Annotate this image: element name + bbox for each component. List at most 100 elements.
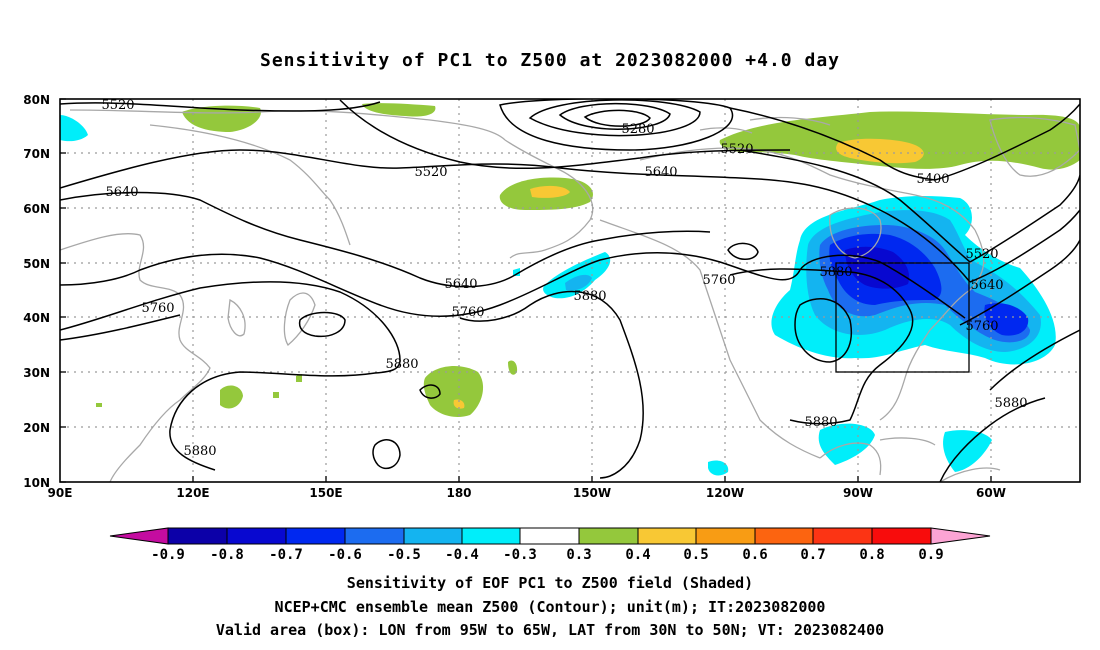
colorbar-label: -0.4	[445, 547, 479, 563]
shade-neg04-carib	[943, 430, 992, 472]
contour-5520-canada	[739, 149, 971, 263]
contour-label: 5880	[385, 357, 418, 372]
contour-label: 5760	[141, 301, 174, 316]
colorbar-swatch	[285, 527, 346, 545]
shading-layer	[60, 103, 1080, 476]
lat-label: 70N	[23, 147, 50, 161]
shade-pos04-arctic	[836, 138, 924, 164]
shade-pos03-s4	[96, 403, 102, 407]
lon-axis: 90E 120E 150E 180 150W 120W 90W 60W	[48, 486, 1006, 500]
lon-label: 90W	[843, 486, 873, 500]
colorbar-labels: -0.9 -0.8 -0.7 -0.6 -0.5 -0.4 -0.3 0.3 0…	[151, 547, 944, 563]
contour-label: 5880	[573, 289, 606, 304]
coast-hudson	[829, 207, 882, 259]
colorbar-swatch	[226, 527, 287, 545]
shade-neg04-nw	[60, 115, 88, 142]
contour-5400-ring	[499, 99, 733, 151]
contour-label: 5280	[621, 122, 654, 137]
colorbar-label: 0.4	[625, 547, 650, 563]
caption-line-2: NCEP+CMC ensemble mean Z500 (Contour); u…	[274, 598, 826, 616]
coast-siberia-north	[69, 109, 506, 141]
contour-5520-east	[969, 174, 1080, 263]
shade-pos03-s1	[296, 374, 302, 382]
shade-neg04-small1	[708, 460, 729, 476]
lon-label: 60W	[976, 486, 1006, 500]
lon-label: 90E	[48, 486, 73, 500]
contour-layer	[60, 99, 1080, 482]
lat-axis: 80N 70N 60N 50N 40N 30N 20N 10N	[23, 93, 50, 490]
coast-cuba	[879, 437, 936, 446]
tick-layer	[60, 98, 992, 483]
coast-islands	[699, 116, 831, 134]
lat-label: 10N	[23, 476, 50, 490]
shade-neg04-small2	[513, 268, 520, 276]
contour-5880-main	[60, 281, 401, 471]
contour-label: 5880	[804, 415, 837, 430]
colorbar-over-triangle	[930, 527, 991, 545]
contour-label: 5640	[970, 278, 1003, 293]
caption-line-3: Valid area (box): LON from 95W to 65W, L…	[215, 621, 885, 639]
lon-label: 120W	[706, 486, 744, 500]
colorbar-swatch	[344, 527, 405, 545]
lon-label: 150W	[573, 486, 611, 500]
shade-pos03-s2	[508, 360, 518, 375]
colorbar-swatch	[403, 527, 463, 545]
coastline-layer	[60, 109, 1080, 482]
contour-5640-east	[969, 209, 1080, 283]
contour-5760-mid	[60, 314, 181, 341]
contour-label: 5520	[965, 247, 998, 262]
plot-title: Sensitivity of PC1 to Z500 at 2023082000…	[259, 50, 840, 71]
coast-japan	[283, 292, 316, 346]
colorbar-label: 0.7	[800, 547, 825, 563]
contour-5880-gulf	[794, 298, 852, 363]
contour-5880-se	[939, 397, 1046, 482]
shade-neg05-pacific	[565, 274, 592, 291]
colorbar-swatch	[754, 527, 814, 545]
contour-label: 5640	[444, 277, 477, 292]
shade-pos03-wp	[220, 385, 243, 409]
colorbar-label: 0.9	[918, 547, 943, 563]
contour-5520-north	[60, 101, 381, 112]
lat-label: 30N	[23, 366, 50, 380]
contour-5760-east	[959, 239, 1080, 326]
map-frame	[59, 98, 1081, 483]
contour-label: 5640	[105, 185, 138, 200]
contour-label: 5760	[451, 305, 484, 320]
lon-label: 180	[446, 486, 471, 500]
coast-kamchatka	[149, 124, 351, 246]
colorbar-label: 0.6	[742, 547, 767, 563]
contour-5880-loop3	[419, 384, 441, 399]
contour-label: 5400	[916, 172, 949, 187]
colorbar-label: -0.8	[210, 547, 244, 563]
colorbar-swatch	[167, 527, 228, 545]
contour-label-layer: 5520 5280 5520 5520 5640 5640 5400 5520 …	[101, 98, 1027, 459]
contour-5280-ring1	[583, 109, 651, 127]
coast-sa-north	[939, 467, 1001, 482]
shade-pos03-mid	[423, 366, 484, 417]
colorbar-label: 0.3	[566, 547, 591, 563]
colorbar-swatch	[637, 527, 697, 545]
lat-label: 20N	[23, 421, 50, 435]
lon-label: 120E	[176, 486, 209, 500]
colorbar-swatch	[812, 527, 873, 545]
grid-layer	[60, 99, 1080, 482]
lat-label: 80N	[23, 93, 50, 107]
coast-na-west	[599, 219, 821, 459]
contour-label: 5760	[965, 319, 998, 334]
coast-asia-east	[60, 233, 211, 482]
colorbar-label: -0.7	[269, 547, 303, 563]
colorbar-swatch	[461, 527, 521, 545]
coast-gulf	[819, 442, 882, 476]
shade-pos03-arctic	[719, 111, 1080, 170]
contour-5760-west	[60, 252, 966, 319]
contour-label: 5520	[101, 98, 134, 113]
contour-label: 5520	[414, 165, 447, 180]
colorbar-label: 0.8	[859, 547, 884, 563]
contour-5400	[729, 107, 936, 181]
contour-label: 5880	[994, 396, 1027, 411]
shade-neg07-east	[984, 303, 1029, 336]
contour-5280	[528, 99, 701, 137]
contour-5880-loop4	[727, 242, 759, 260]
shade-pos03-north	[362, 103, 436, 117]
